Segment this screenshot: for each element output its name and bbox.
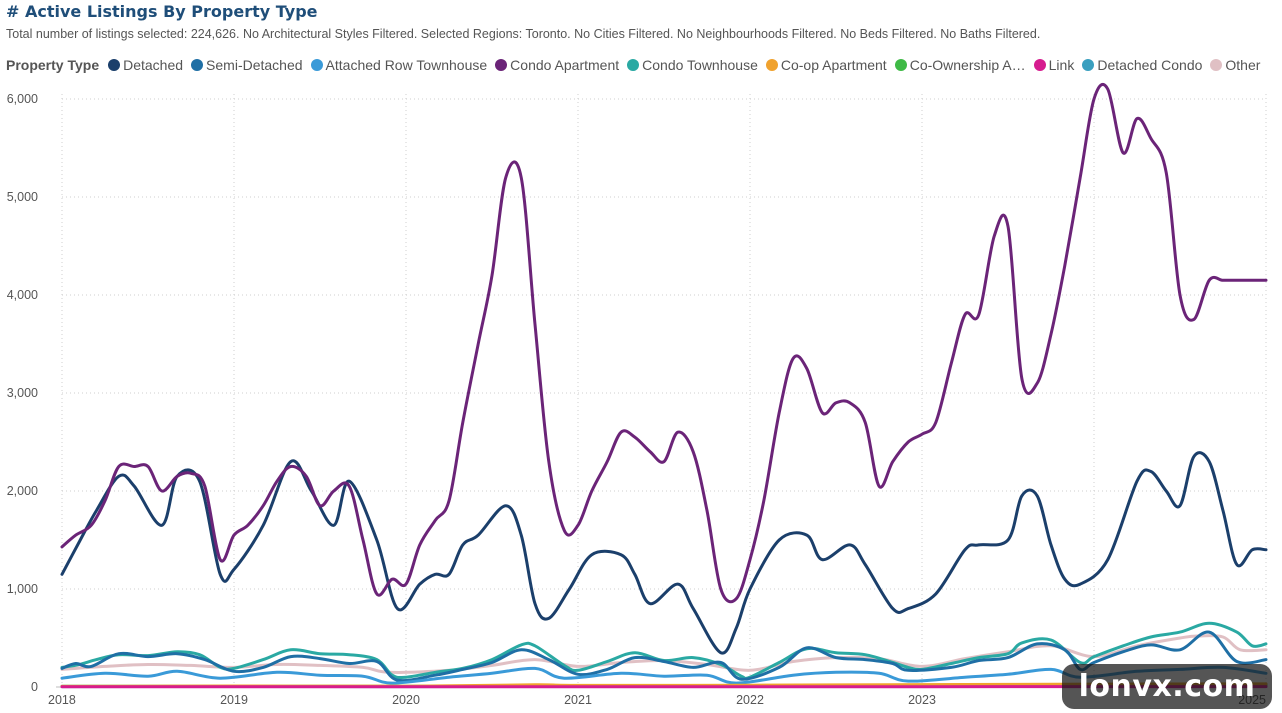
legend-title: Property Type (6, 57, 100, 73)
legend-dot-icon (108, 59, 121, 71)
filter-summary: Total number of listings selected: 224,6… (6, 27, 1041, 41)
legend-dot-icon (765, 59, 778, 71)
legend-label: Link (1048, 57, 1075, 73)
y-tick-label: 5,000 (7, 190, 38, 204)
y-tick-label: 3,000 (7, 386, 38, 400)
legend-dot-icon (310, 59, 323, 71)
legend-item-condo-townhouse[interactable]: Condo Townhouse (627, 57, 758, 73)
legend-label: Attached Row Townhouse (325, 57, 488, 73)
legend-item-co-ownership-a[interactable]: Co-Ownership A… (894, 57, 1026, 73)
series-line-condo-apartment (60, 83, 1268, 604)
legend-dot-icon (627, 59, 640, 71)
legend-dot-icon (1210, 59, 1223, 71)
watermark-logo: lonvx.com (1062, 664, 1272, 709)
series-line-attached-row-townhouse (60, 665, 1268, 685)
x-tick-label: 2018 (48, 693, 76, 707)
legend-label: Detached Condo (1097, 57, 1203, 73)
series-line-detached (60, 451, 1268, 655)
legend-label: Detached (123, 57, 184, 73)
legend-dot-icon (495, 59, 508, 71)
legend-label: Other (1225, 57, 1261, 73)
legend: Property Type Detached Semi-Detached Attac… (6, 55, 1268, 75)
legend-item-other[interactable]: Other (1210, 57, 1260, 73)
legend-item-attached-row-townhouse[interactable]: Attached Row Townhouse (310, 57, 488, 73)
y-tick-label: 4,000 (7, 288, 38, 302)
legend-dot-icon (1033, 59, 1046, 71)
x-tick-label: 2022 (736, 693, 764, 707)
legend-label: Condo Townhouse (642, 57, 758, 73)
legend-item-link[interactable]: Link (1033, 57, 1075, 73)
legend-label: Condo Apartment (510, 57, 620, 73)
chart-title: # Active Listings By Property Type (6, 2, 318, 21)
x-tick-label: 2020 (392, 693, 420, 707)
legend-item-condo-apartment[interactable]: Condo Apartment (495, 57, 619, 73)
y-tick-label: 2,000 (7, 484, 38, 498)
legend-dot-icon (1082, 59, 1095, 71)
legend-dot-icon (191, 59, 204, 71)
legend-dot-icon (894, 59, 907, 71)
x-tick-label: 2021 (564, 693, 592, 707)
legend-item-detached[interactable]: Detached (108, 57, 183, 73)
legend-item-co-op-apartment[interactable]: Co-op Apartment (765, 57, 887, 73)
x-tick-label: 2019 (220, 693, 248, 707)
y-tick-label: 0 (31, 680, 38, 694)
x-tick-label: 2023 (908, 693, 936, 707)
legend-items: Detached Semi-Detached Attached Row Townho… (108, 57, 1268, 73)
legend-label: Semi-Detached (206, 57, 303, 73)
legend-item-detached-condo[interactable]: Detached Condo (1082, 57, 1202, 73)
legend-label: Co-op Apartment (780, 57, 887, 73)
y-tick-label: 1,000 (7, 582, 38, 596)
legend-label: Co-Ownership A… (909, 57, 1026, 73)
legend-item-semi-detached[interactable]: Semi-Detached (191, 57, 303, 73)
y-tick-label: 6,000 (7, 92, 38, 106)
